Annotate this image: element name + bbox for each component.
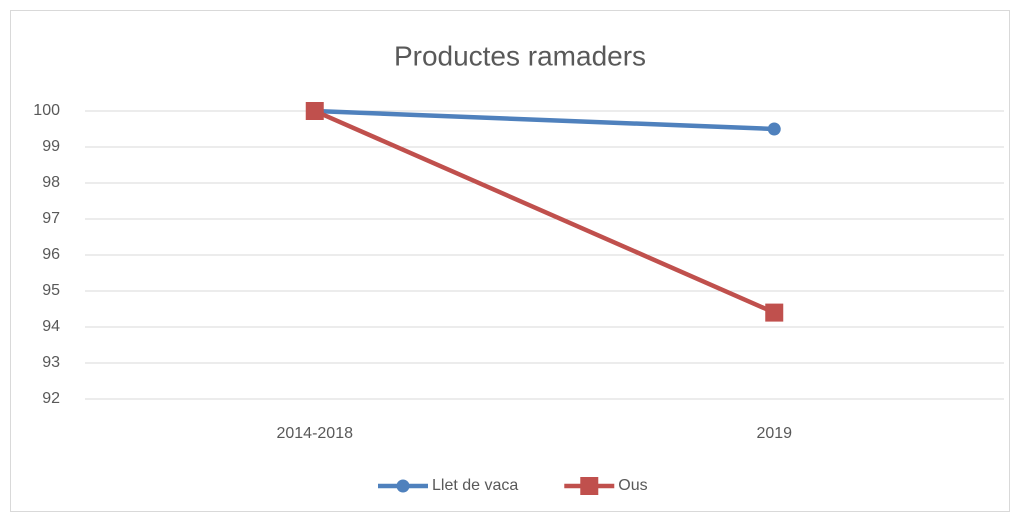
y-tick-label: 98 <box>42 174 60 191</box>
legend-marker <box>580 477 599 495</box>
chart-title: Productes ramaders <box>394 40 646 71</box>
legend-label: Ous <box>618 477 647 494</box>
x-tick-label: 2019 <box>756 425 792 442</box>
marker <box>305 102 324 120</box>
y-tick-label: 99 <box>42 138 60 155</box>
y-tick-label: 97 <box>42 210 60 227</box>
series-line <box>314 108 775 132</box>
series-line <box>313 108 776 315</box>
legend-marker <box>396 479 410 493</box>
legend-label: Llet de vaca <box>432 477 518 494</box>
marker <box>767 122 781 136</box>
y-tick-label: 93 <box>42 354 60 371</box>
x-tick-label: 2014-2018 <box>276 425 353 442</box>
y-tick-label: 92 <box>42 390 60 407</box>
y-tick-label: 96 <box>42 246 60 263</box>
chart-border <box>10 10 1010 512</box>
marker <box>765 303 784 322</box>
y-tick-label: 100 <box>33 102 60 119</box>
y-tick-label: 95 <box>42 282 60 299</box>
y-tick-label: 94 <box>42 318 60 335</box>
